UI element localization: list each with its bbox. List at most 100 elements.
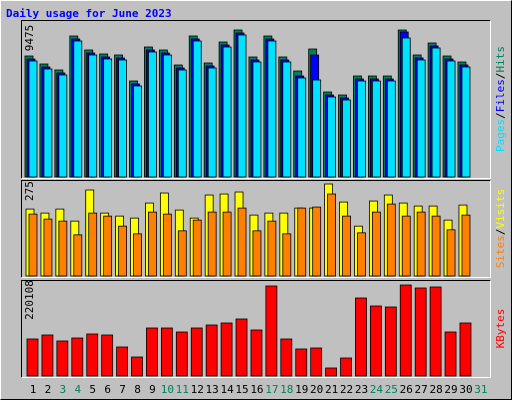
legend-separator: /: [494, 229, 507, 236]
bar: [357, 232, 366, 277]
bar: [461, 214, 471, 277]
y-max-label: 220108: [23, 280, 36, 320]
bar: [342, 215, 351, 277]
y-max-label: 9475: [23, 25, 36, 52]
bar: [133, 233, 142, 277]
bar: [340, 357, 352, 377]
bar: [297, 77, 307, 178]
legend-entry: Visits: [494, 189, 507, 229]
x-tick-label: 9: [149, 383, 156, 396]
bar: [371, 211, 381, 277]
x-tick-label: 19: [295, 383, 308, 396]
bar: [148, 211, 157, 277]
bar: [73, 234, 83, 277]
x-tick-label: 12: [191, 383, 204, 396]
bar: [416, 59, 426, 178]
bar: [282, 61, 292, 178]
bar: [327, 96, 337, 178]
bar: [177, 230, 187, 277]
bar: [162, 213, 172, 277]
bar: [103, 215, 113, 277]
bar: [220, 322, 233, 377]
panel-edge-dark: [21, 180, 491, 278]
x-tick-label: 25: [385, 383, 398, 396]
bar: [280, 338, 293, 377]
x-tick-label: 2: [45, 383, 52, 396]
x-tick-label: 6: [104, 383, 111, 396]
bar: [384, 306, 397, 377]
bar: [175, 331, 188, 377]
legend: Pages/Files/Hits: [494, 46, 507, 152]
bar: [431, 215, 441, 277]
bar: [431, 47, 441, 178]
x-tick-label: 4: [74, 383, 81, 396]
x-tick-label: 13: [206, 383, 219, 396]
bar: [416, 211, 426, 277]
bar: [237, 207, 247, 277]
x-tick-label: 7: [119, 383, 126, 396]
bar: [342, 99, 351, 178]
panel-edge-dark: [21, 20, 491, 179]
bar: [56, 340, 69, 377]
x-tick-label: 8: [134, 383, 141, 396]
bar: [461, 66, 471, 178]
panel-edge-light: [21, 180, 491, 278]
bar: [116, 346, 128, 377]
bar: [237, 34, 247, 178]
panel-edge-light: [21, 280, 491, 378]
bar: [192, 40, 202, 178]
bar: [118, 59, 127, 178]
x-tick-label: 26: [400, 383, 413, 396]
bar: [162, 54, 172, 178]
bar: [267, 220, 277, 277]
legend-separator: /: [494, 73, 507, 80]
bar: [205, 324, 218, 377]
x-tick-label: 20: [310, 383, 323, 396]
panel-edge-dark: [21, 280, 491, 378]
bar: [43, 68, 53, 178]
bar: [267, 40, 277, 178]
bar: [148, 51, 157, 178]
bar: [88, 54, 98, 178]
bar: [88, 212, 98, 277]
x-tick-label: 24: [370, 383, 384, 396]
bar: [207, 211, 217, 277]
y-max-label: 275: [23, 181, 36, 201]
bar: [235, 318, 248, 377]
bar: [282, 233, 292, 277]
x-tick-label: 17: [265, 383, 278, 396]
bar: [222, 46, 232, 178]
x-tick-label: 10: [161, 383, 174, 396]
legend-separator: /: [494, 112, 507, 119]
bar: [369, 305, 382, 377]
bar: [190, 327, 203, 377]
bar: [252, 61, 262, 178]
x-tick-label: 28: [429, 383, 442, 396]
bar: [28, 60, 38, 178]
bar: [252, 230, 262, 277]
bar: [28, 213, 38, 277]
bar: [399, 284, 412, 377]
bar: [71, 337, 84, 377]
x-tick-label: 27: [415, 383, 428, 396]
bar: [401, 37, 411, 178]
bar: [371, 80, 381, 178]
bar: [146, 327, 158, 377]
bar: [310, 347, 323, 377]
panel-edge-light: [21, 20, 491, 179]
bar: [297, 207, 307, 277]
bar: [118, 225, 127, 277]
bar: [401, 215, 411, 277]
legend-entry: Files: [494, 79, 507, 112]
bar: [73, 40, 83, 178]
legend: KBytes: [494, 309, 507, 349]
bar: [459, 322, 472, 377]
chart-title: Daily usage for June 2023: [6, 7, 172, 20]
bar: [446, 60, 456, 178]
bar: [446, 229, 456, 277]
bar: [41, 334, 54, 377]
x-tick-label: 30: [459, 383, 472, 396]
bar: [325, 367, 338, 377]
legend: Sites/Visits: [494, 189, 507, 269]
